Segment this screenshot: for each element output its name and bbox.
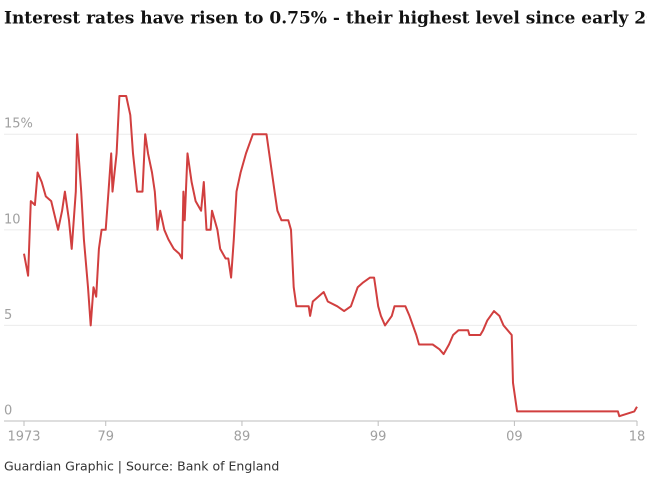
- x-tick-label: 18: [629, 430, 646, 445]
- rate-line: [23, 95, 638, 418]
- y-tick-label: 15%: [4, 117, 33, 132]
- x-tick-label: 1973: [7, 430, 40, 445]
- y-tick-label: 10: [4, 212, 21, 227]
- y-tick-label: 0: [4, 404, 12, 419]
- chart-title: Interest rates have risen to 0.75% - the…: [4, 9, 647, 29]
- x-tick-label: 89: [234, 430, 251, 445]
- source-note: Guardian Graphic | Source: Bank of Engla…: [4, 459, 279, 474]
- y-tick-label: 5: [4, 308, 12, 323]
- x-tick-label: 99: [370, 430, 387, 445]
- x-tick-label: 09: [506, 430, 523, 445]
- x-tick-label: 79: [97, 430, 114, 445]
